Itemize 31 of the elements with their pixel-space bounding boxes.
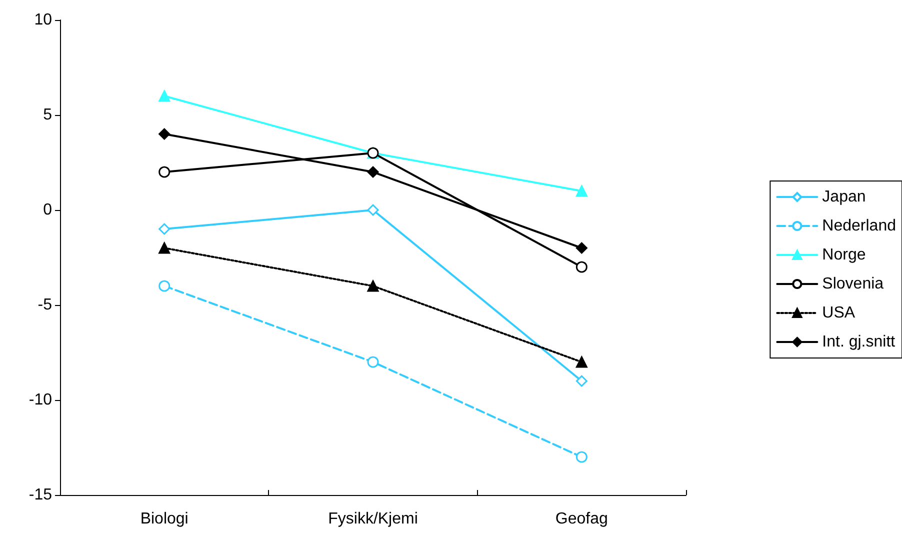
y-tick-label: -10	[28, 392, 52, 408]
point	[367, 204, 379, 216]
x-tick-label: Fysikk/Kjemi	[328, 510, 418, 528]
x-tick-label: Biologi	[140, 510, 188, 528]
point	[367, 280, 379, 292]
point	[158, 242, 170, 254]
point	[158, 128, 170, 140]
y-tick-label: -15	[28, 486, 52, 504]
legend-label: Slovenia	[822, 276, 884, 292]
y-tick-label: -5	[38, 296, 52, 314]
x-tick-label: Geofag	[555, 510, 608, 528]
point	[576, 451, 588, 463]
point	[576, 242, 588, 254]
point	[158, 280, 170, 292]
point	[158, 223, 170, 235]
point	[576, 185, 588, 197]
point	[367, 166, 379, 178]
y-tick-label: 10	[34, 12, 52, 28]
legend-label: Int. gj.snitt	[822, 334, 896, 350]
y-tick-label: 0	[43, 202, 52, 218]
y-tick-label: 5	[43, 106, 52, 124]
point	[576, 356, 588, 368]
legend-label: Nederland	[822, 218, 896, 234]
point	[576, 261, 588, 273]
point	[158, 166, 170, 178]
legend-label: Norge	[822, 246, 866, 264]
point	[576, 375, 588, 387]
legend-label: Japan	[822, 188, 866, 206]
point	[158, 90, 170, 102]
point	[367, 356, 379, 368]
legend-label: USA	[822, 304, 856, 322]
